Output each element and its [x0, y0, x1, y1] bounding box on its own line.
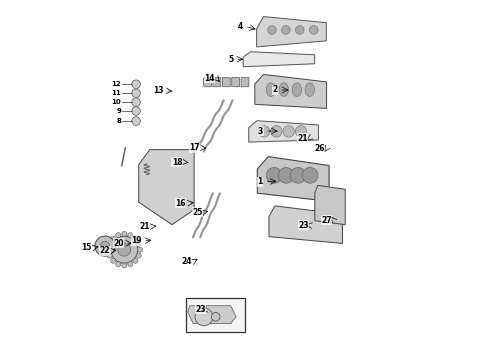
Ellipse shape: [292, 83, 301, 96]
Circle shape: [95, 236, 115, 256]
FancyBboxPatch shape: [203, 77, 211, 87]
Circle shape: [132, 89, 140, 98]
Circle shape: [270, 126, 282, 137]
Circle shape: [290, 167, 306, 183]
Text: 15: 15: [81, 243, 92, 252]
FancyBboxPatch shape: [213, 77, 221, 87]
FancyBboxPatch shape: [232, 77, 240, 87]
Circle shape: [122, 263, 127, 268]
Circle shape: [195, 308, 213, 326]
Circle shape: [116, 262, 121, 267]
FancyBboxPatch shape: [222, 77, 230, 87]
Circle shape: [107, 253, 112, 258]
Text: 23: 23: [195, 305, 206, 314]
Circle shape: [100, 242, 110, 251]
Text: 5: 5: [228, 55, 233, 64]
Circle shape: [278, 167, 294, 183]
Text: 8: 8: [116, 118, 121, 124]
Text: 13: 13: [153, 86, 164, 95]
Polygon shape: [243, 52, 315, 67]
Text: 14: 14: [204, 74, 215, 83]
Circle shape: [136, 253, 141, 258]
Text: 20: 20: [113, 239, 123, 248]
Text: 1: 1: [258, 177, 263, 186]
Text: 21: 21: [297, 134, 308, 143]
Text: 18: 18: [172, 158, 182, 167]
Polygon shape: [257, 17, 326, 47]
Circle shape: [128, 262, 133, 267]
Circle shape: [282, 26, 290, 34]
Text: 10: 10: [111, 99, 121, 105]
Text: 3: 3: [258, 127, 263, 136]
Circle shape: [107, 241, 112, 246]
Circle shape: [133, 258, 138, 263]
Circle shape: [132, 107, 140, 115]
Polygon shape: [269, 206, 343, 243]
Polygon shape: [257, 157, 329, 201]
Circle shape: [132, 117, 140, 125]
Text: 19: 19: [131, 236, 142, 245]
FancyBboxPatch shape: [241, 77, 249, 87]
Circle shape: [295, 26, 304, 34]
Circle shape: [122, 231, 127, 237]
Circle shape: [118, 243, 131, 256]
Text: 9: 9: [116, 108, 121, 114]
Circle shape: [138, 247, 143, 252]
Bar: [186, 298, 245, 332]
Circle shape: [128, 233, 133, 238]
Text: 24: 24: [181, 257, 192, 266]
Circle shape: [111, 236, 138, 263]
Text: 27: 27: [321, 216, 332, 225]
Ellipse shape: [305, 83, 315, 96]
Circle shape: [136, 241, 141, 246]
Text: 4: 4: [238, 22, 243, 31]
Circle shape: [310, 26, 318, 34]
Text: 22: 22: [100, 246, 110, 255]
Circle shape: [211, 312, 220, 321]
Polygon shape: [255, 75, 327, 108]
Circle shape: [258, 126, 270, 137]
Text: 16: 16: [175, 199, 186, 208]
Polygon shape: [139, 150, 194, 225]
Ellipse shape: [279, 83, 289, 96]
Circle shape: [116, 233, 121, 238]
Circle shape: [133, 236, 138, 241]
Text: 2: 2: [272, 85, 277, 94]
Text: 12: 12: [111, 81, 121, 87]
Circle shape: [111, 258, 116, 263]
Polygon shape: [315, 185, 345, 225]
Text: 17: 17: [189, 143, 199, 152]
Text: 21: 21: [139, 222, 149, 231]
Ellipse shape: [266, 83, 275, 96]
Text: 25: 25: [192, 208, 202, 217]
Circle shape: [132, 80, 140, 89]
Circle shape: [268, 26, 276, 34]
Polygon shape: [188, 306, 236, 324]
Circle shape: [132, 98, 140, 107]
Circle shape: [266, 167, 282, 183]
Circle shape: [283, 126, 294, 137]
Text: 23: 23: [298, 221, 309, 230]
Circle shape: [111, 236, 116, 241]
Text: 26: 26: [314, 144, 325, 153]
Polygon shape: [249, 121, 318, 142]
Circle shape: [295, 126, 307, 137]
Text: 11: 11: [111, 90, 121, 96]
Circle shape: [106, 247, 111, 252]
Circle shape: [302, 167, 318, 183]
